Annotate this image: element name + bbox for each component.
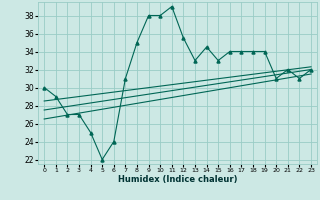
X-axis label: Humidex (Indice chaleur): Humidex (Indice chaleur): [118, 175, 237, 184]
